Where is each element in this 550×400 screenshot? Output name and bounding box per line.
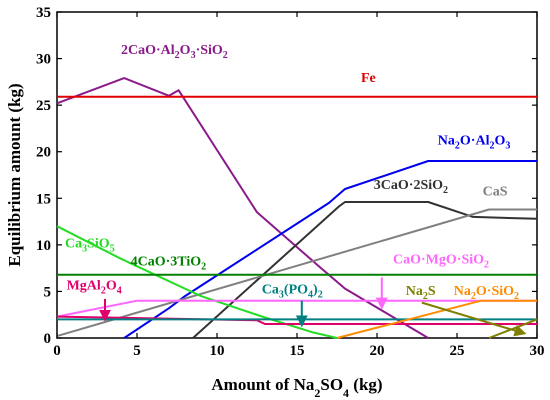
annotation-arrows xyxy=(99,277,527,337)
series-label-na2o-sio2: Na2O·SiO2 xyxy=(454,284,519,302)
series-label-cao-mgo-sio2: CaO·MgO·SiO2 xyxy=(393,252,489,270)
y-tick-label: 15 xyxy=(36,191,51,207)
series-label-ca3-po4-2: Ca3(PO4)2 xyxy=(262,282,323,300)
x-axis-ticks: 0 5 10 15 20 25 30 xyxy=(53,12,545,359)
y-tick-label: 35 xyxy=(36,5,51,21)
x-tick-label: 15 xyxy=(290,343,305,359)
series-label-fe: Fe xyxy=(361,71,376,86)
y-tick-label: 20 xyxy=(36,145,51,161)
x-tick-label: 5 xyxy=(133,343,141,359)
series-label-2cao-al2o3-sio2: 2CaO·Al2O3·SiO2 xyxy=(121,43,228,61)
series-line-na2o-sio2 xyxy=(336,299,537,339)
series-label-4cao-3tio2: 4CaO·3TiO2 xyxy=(131,254,207,272)
y-axis-title: Equilibrium amount (kg) xyxy=(5,83,24,266)
y-tick-label: 0 xyxy=(44,331,52,347)
arrow-na2s-marker xyxy=(421,301,527,337)
series-line-na2s xyxy=(488,318,538,339)
x-tick-label: 30 xyxy=(530,343,545,359)
series-lines xyxy=(56,77,538,339)
y-axis-ticks: 0 5 10 15 20 25 30 35 xyxy=(36,5,537,347)
y-tick-label: 10 xyxy=(36,238,51,254)
x-axis-title: Amount of Na2SO4 (kg) xyxy=(211,375,382,400)
series-label-na2o-al2o3: Na2O·Al2O3 xyxy=(438,133,511,151)
x-tick-label: 10 xyxy=(210,343,225,359)
series-label-na2s: Na2S xyxy=(406,284,436,302)
series-label-cas: CaS xyxy=(483,184,508,199)
series-line-cao-mgo-sio2 xyxy=(56,299,537,318)
series-labels: 2CaO·Al2O3·SiO2 Fe Na2O·Al2O3 3CaO·2SiO2 CaS… xyxy=(65,43,519,302)
x-tick-label: 20 xyxy=(370,343,385,359)
series-line-2cao-al2o3-sio2 xyxy=(56,77,429,339)
series-label-ca3sio5: Ca3SiO5 xyxy=(65,237,115,255)
y-tick-label: 25 xyxy=(36,98,51,114)
series-label-3cao-2sio2: 3CaO·2SiO2 xyxy=(374,178,448,196)
x-tick-label: 25 xyxy=(450,343,465,359)
series-line-ca3sio5 xyxy=(56,225,338,339)
series-line-3cao-2sio2 xyxy=(192,201,538,339)
x-tick-label: 0 xyxy=(53,343,61,359)
series-label-mgal2o4: MgAl2O4 xyxy=(67,279,122,297)
y-tick-label: 5 xyxy=(44,284,52,300)
y-tick-label: 30 xyxy=(36,52,51,68)
series-line-cas xyxy=(56,208,537,338)
series-line-na2o-al2o3 xyxy=(123,160,537,339)
